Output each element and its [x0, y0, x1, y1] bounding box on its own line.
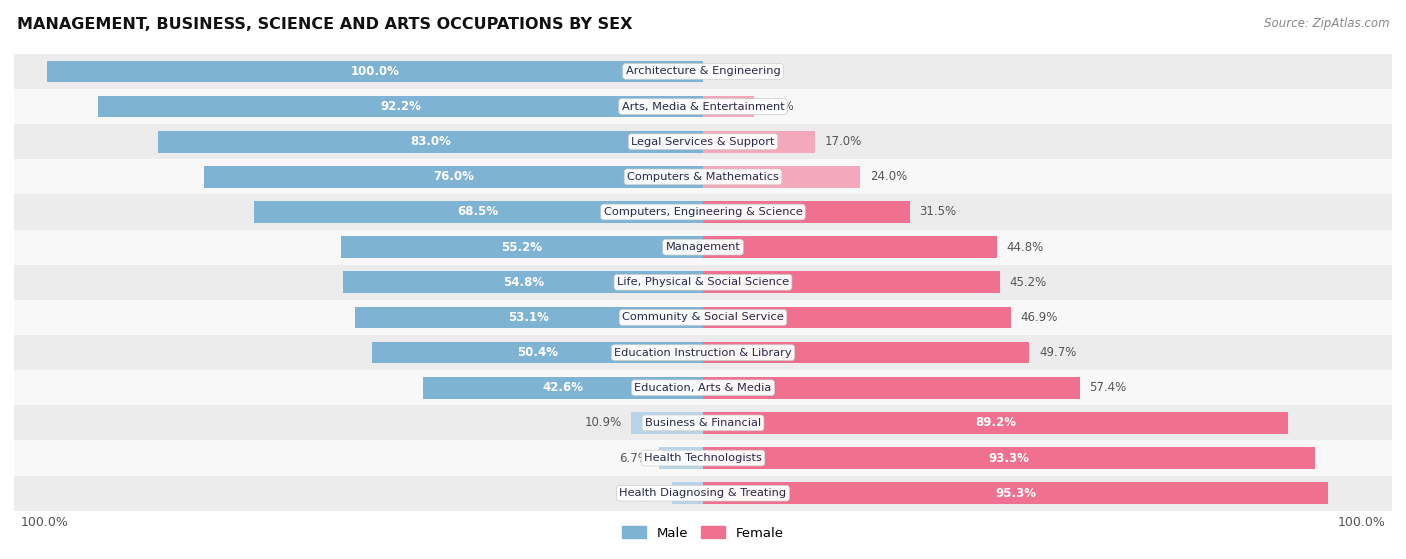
Bar — [703, 201, 910, 223]
Bar — [423, 377, 703, 399]
Bar — [14, 300, 1392, 335]
Text: 83.0%: 83.0% — [411, 135, 451, 148]
Bar — [631, 412, 703, 434]
Text: 55.2%: 55.2% — [502, 240, 543, 254]
Bar — [703, 482, 1329, 504]
Text: 76.0%: 76.0% — [433, 170, 474, 183]
Bar — [703, 131, 814, 153]
Text: 93.3%: 93.3% — [988, 452, 1029, 465]
Bar — [98, 96, 703, 117]
Text: Computers & Mathematics: Computers & Mathematics — [627, 172, 779, 182]
Text: 45.2%: 45.2% — [1010, 276, 1046, 289]
Text: 53.1%: 53.1% — [509, 311, 550, 324]
Text: Source: ZipAtlas.com: Source: ZipAtlas.com — [1264, 17, 1389, 30]
Text: 54.8%: 54.8% — [503, 276, 544, 289]
Text: 4.7%: 4.7% — [633, 487, 662, 500]
Bar — [14, 54, 1392, 89]
Bar — [703, 412, 1288, 434]
Bar — [14, 405, 1392, 440]
Text: 100.0%: 100.0% — [1337, 516, 1385, 529]
Bar — [14, 440, 1392, 476]
Text: Education, Arts & Media: Education, Arts & Media — [634, 383, 772, 393]
Bar — [343, 272, 703, 293]
Bar — [703, 96, 754, 117]
Bar — [703, 272, 1000, 293]
Text: 10.9%: 10.9% — [585, 416, 621, 429]
Text: Arts, Media & Entertainment: Arts, Media & Entertainment — [621, 102, 785, 112]
Bar — [703, 166, 860, 188]
Text: 50.4%: 50.4% — [517, 346, 558, 359]
Text: Architecture & Engineering: Architecture & Engineering — [626, 67, 780, 77]
Text: Computers, Engineering & Science: Computers, Engineering & Science — [603, 207, 803, 217]
Text: Health Diagnosing & Treating: Health Diagnosing & Treating — [620, 488, 786, 498]
Bar — [46, 60, 703, 82]
Legend: Male, Female: Male, Female — [617, 520, 789, 545]
Text: 44.8%: 44.8% — [1007, 240, 1045, 254]
Bar — [703, 236, 997, 258]
Text: 95.3%: 95.3% — [995, 487, 1036, 500]
Text: 68.5%: 68.5% — [458, 206, 499, 219]
Text: Business & Financial: Business & Financial — [645, 418, 761, 428]
Bar — [703, 306, 1011, 328]
Text: 57.4%: 57.4% — [1090, 381, 1126, 394]
Text: Life, Physical & Social Science: Life, Physical & Social Science — [617, 277, 789, 287]
Text: Health Technologists: Health Technologists — [644, 453, 762, 463]
Text: 46.9%: 46.9% — [1021, 311, 1057, 324]
Bar — [703, 377, 1080, 399]
Text: 31.5%: 31.5% — [920, 206, 956, 219]
Bar — [253, 201, 703, 223]
Bar — [204, 166, 703, 188]
Text: Education Instruction & Library: Education Instruction & Library — [614, 348, 792, 358]
Bar — [14, 89, 1392, 124]
Bar — [14, 370, 1392, 405]
Bar — [159, 131, 703, 153]
Text: 0.0%: 0.0% — [713, 65, 742, 78]
Text: 7.8%: 7.8% — [763, 100, 794, 113]
Text: MANAGEMENT, BUSINESS, SCIENCE AND ARTS OCCUPATIONS BY SEX: MANAGEMENT, BUSINESS, SCIENCE AND ARTS O… — [17, 17, 633, 32]
Bar — [659, 447, 703, 469]
Bar — [703, 342, 1029, 363]
Bar — [14, 476, 1392, 511]
Text: 49.7%: 49.7% — [1039, 346, 1077, 359]
Bar — [672, 482, 703, 504]
Bar — [14, 230, 1392, 265]
Text: 6.7%: 6.7% — [619, 452, 650, 465]
Bar — [14, 124, 1392, 159]
Text: 89.2%: 89.2% — [976, 416, 1017, 429]
Text: Legal Services & Support: Legal Services & Support — [631, 137, 775, 146]
Bar — [14, 159, 1392, 195]
Bar — [354, 306, 703, 328]
Bar — [14, 265, 1392, 300]
Bar — [14, 335, 1392, 370]
Bar — [14, 195, 1392, 230]
Text: 17.0%: 17.0% — [824, 135, 862, 148]
Text: 24.0%: 24.0% — [870, 170, 907, 183]
Text: Management: Management — [665, 242, 741, 252]
Text: Community & Social Service: Community & Social Service — [621, 312, 785, 323]
Text: 100.0%: 100.0% — [21, 516, 69, 529]
Text: 92.2%: 92.2% — [380, 100, 420, 113]
Bar — [373, 342, 703, 363]
Text: 42.6%: 42.6% — [543, 381, 583, 394]
Bar — [340, 236, 703, 258]
Text: 100.0%: 100.0% — [350, 65, 399, 78]
Bar — [703, 447, 1315, 469]
